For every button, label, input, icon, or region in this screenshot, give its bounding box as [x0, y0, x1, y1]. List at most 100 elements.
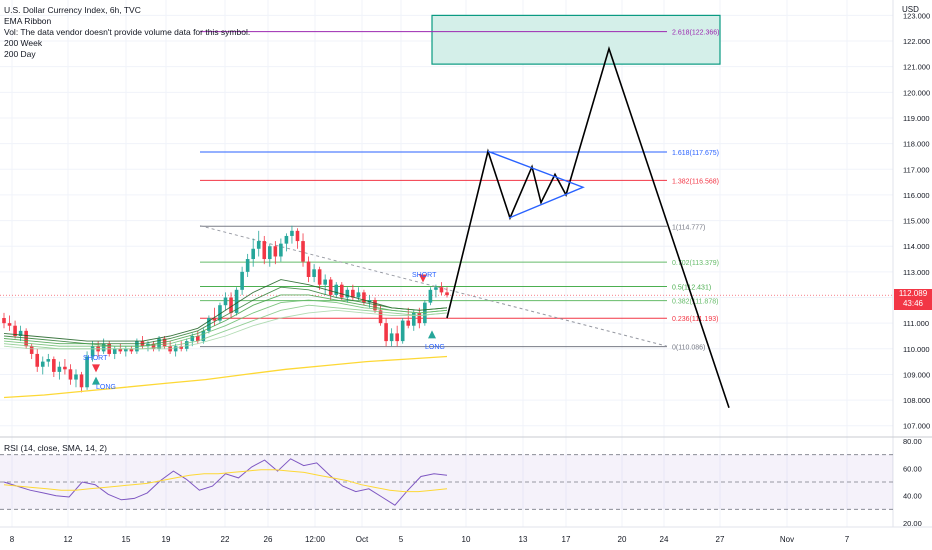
candle-body-27 — [151, 343, 156, 349]
candle-12 — [68, 364, 73, 385]
candle-0 — [2, 312, 6, 329]
trendline-dashed — [199, 225, 668, 347]
candle-body-32 — [179, 346, 183, 349]
time-tick-6: 12:00 — [305, 535, 326, 544]
candle-51 — [284, 233, 289, 252]
candle-body-46 — [256, 241, 261, 249]
candle-body-41 — [229, 297, 233, 313]
rsi-tick-2: 40.00 — [903, 492, 922, 501]
legend-200-day: 200 Day — [4, 49, 36, 59]
candle-47 — [262, 235, 267, 265]
candle-body-0 — [2, 318, 6, 324]
candle-body-10 — [57, 366, 62, 372]
candle-70 — [389, 328, 394, 347]
candle-body-15 — [85, 356, 89, 388]
candle-78 — [434, 284, 438, 298]
trade-signals: SHORT LONG SHORT LONG — [83, 272, 445, 391]
time-tick-13: 24 — [660, 535, 669, 544]
candle-body-70 — [389, 333, 394, 342]
ema-ribbon-line-1 — [3, 286, 448, 345]
rsi-tick-3: 20.00 — [903, 519, 922, 528]
candle-75 — [417, 307, 422, 329]
currency-label: USD — [902, 5, 919, 14]
candle-9 — [52, 356, 56, 378]
candle-body-60 — [334, 284, 339, 295]
candle-body-2 — [13, 325, 17, 336]
candle-body-4 — [24, 330, 28, 347]
candle-body-35 — [196, 335, 200, 342]
candle-body-65 — [362, 292, 366, 303]
candle-body-76 — [423, 302, 427, 324]
candle-74 — [411, 310, 416, 331]
price-tick-7: 114.000 — [903, 242, 930, 251]
price-tick-15: 122.000 — [903, 37, 930, 46]
price-tick-14: 121.000 — [903, 63, 930, 72]
ema-ribbon-line-3 — [3, 299, 448, 347]
fib-label-0.5: 0.5(112.431) — [672, 284, 711, 291]
projection-path — [446, 46, 730, 409]
time-tick-0: 8 — [10, 535, 15, 544]
price-tick-12: 119.000 — [903, 114, 930, 123]
candle-body-47 — [262, 241, 267, 260]
price-tick-2: 109.000 — [903, 370, 930, 379]
candle-body-59 — [328, 279, 333, 295]
candle-44 — [245, 253, 250, 277]
candle-body-23 — [129, 348, 134, 352]
time-tick-15: Nov — [780, 535, 794, 544]
candle-80 — [445, 287, 449, 298]
time-tick-16: 7 — [845, 535, 850, 544]
signal-label-3: LONG — [425, 344, 445, 351]
candle-33 — [184, 338, 189, 352]
candle-body-42 — [234, 289, 239, 313]
price-tick-6: 113.000 — [903, 268, 930, 277]
time-tick-10: 13 — [519, 535, 528, 544]
ema-ribbon-line-0 — [3, 279, 448, 342]
price-tick-3: 110.000 — [903, 345, 930, 354]
candle-76 — [423, 300, 427, 326]
symbol-title: U.S. Dollar Currency Index, 6h, TVC — [4, 5, 141, 15]
candle-body-62 — [345, 289, 350, 298]
time-tick-3: 19 — [162, 535, 171, 544]
candle-body-73 — [406, 320, 411, 326]
candle-body-31 — [173, 346, 178, 352]
candle-body-63 — [351, 289, 355, 298]
candle-46 — [256, 230, 261, 257]
grid-lines — [0, 0, 893, 527]
rsi-tick-0: 80.00 — [903, 437, 922, 446]
candle-31 — [173, 343, 178, 357]
price-tick-1: 108.000 — [903, 396, 930, 405]
candle-6 — [35, 348, 40, 372]
candle-56 — [312, 264, 316, 283]
rsi-legend: RSI (14, close, SMA, 14, 2) — [4, 443, 107, 453]
candle-body-50 — [279, 243, 283, 257]
candle-11 — [63, 359, 67, 375]
candle-64 — [356, 287, 361, 301]
candle-body-9 — [52, 359, 56, 372]
fib-label-0.702: 0.702(113.379) — [672, 260, 719, 267]
rsi-sma-line — [3, 469, 448, 493]
candle-71 — [395, 325, 399, 347]
candle-body-13 — [74, 374, 78, 380]
candle-77 — [428, 287, 433, 306]
candle-39 — [218, 302, 222, 324]
candle-body-40 — [223, 297, 228, 306]
candle-body-20 — [112, 348, 117, 354]
candle-14 — [79, 371, 84, 393]
candle-body-67 — [373, 300, 377, 311]
candle-body-7 — [40, 361, 45, 367]
fib-label-1: 1(114.777) — [672, 224, 705, 231]
candle-60 — [334, 282, 339, 298]
fibonacci-levels: 2.618(122.366) 1.618(117.675) 1.382(116.56… — [200, 30, 719, 352]
fib-label-1.618: 1.618(117.675) — [672, 150, 719, 157]
fib-label-1.382: 1.382(116.568) — [672, 178, 719, 185]
candle-body-49 — [273, 246, 278, 257]
candle-body-48 — [268, 246, 272, 260]
candle-body-56 — [312, 269, 316, 277]
candle-body-54 — [301, 241, 305, 262]
rsi-pane: 80.00 60.00 40.00 20.00 — [0, 436, 932, 528]
candle-body-18 — [101, 343, 106, 352]
time-tick-9: 10 — [462, 535, 471, 544]
candle-2 — [13, 320, 17, 339]
candle-body-77 — [428, 289, 433, 303]
